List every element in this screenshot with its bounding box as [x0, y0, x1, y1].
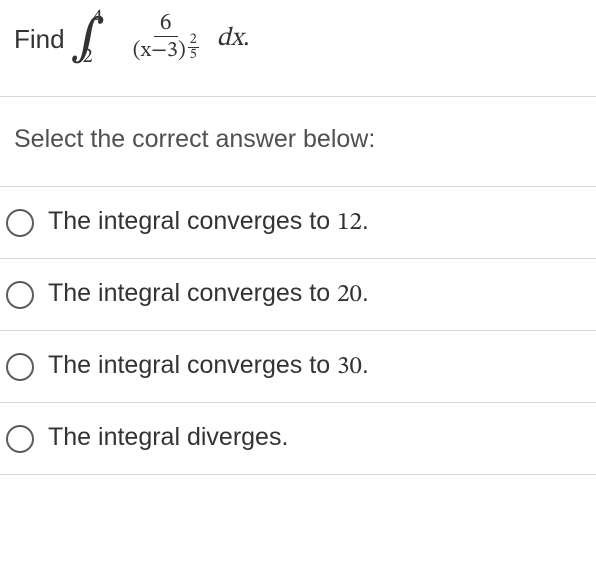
option-text-suffix: .: [362, 207, 369, 235]
option-number: 12: [337, 210, 362, 235]
options-list: The integral converges to 12. The integr…: [0, 186, 596, 475]
option-text-suffix: .: [362, 351, 369, 379]
differential: dx: [217, 23, 243, 56]
option-number: 20: [337, 282, 362, 307]
stem-prefix: Find: [14, 24, 65, 55]
option-row[interactable]: The integral converges to 12.: [0, 186, 596, 258]
option-text-prefix: The integral converges to: [48, 207, 337, 235]
integral-upper-bound: 4: [93, 6, 103, 31]
integrand-numerator: 6: [154, 10, 178, 37]
denom-exponent: 2 5: [188, 33, 199, 62]
option-label: The integral converges to 12.: [48, 207, 369, 238]
denom-base-text: (x−3): [133, 39, 186, 63]
option-text-prefix: The integral converges to: [48, 351, 337, 379]
integrand-fraction: 6 (x−3) 2 5: [127, 10, 205, 68]
option-row[interactable]: The integral converges to 20.: [0, 258, 596, 330]
integral-sign: ∫ 4 2: [71, 14, 105, 64]
option-row[interactable]: The integral diverges.: [0, 402, 596, 475]
option-text-prefix: The integral converges to: [48, 279, 337, 307]
denom-exp-den: 5: [188, 48, 199, 62]
option-text-prefix: The integral diverges.: [48, 423, 288, 451]
integral-lower-bound: 2: [83, 45, 93, 70]
radio-icon[interactable]: [6, 353, 34, 381]
question-stem: Find ∫ 4 2 6 (x−3) 2 5 dx .: [0, 0, 596, 96]
option-row[interactable]: The integral converges to 30.: [0, 330, 596, 402]
stem-punct: .: [243, 23, 249, 56]
option-text-suffix: .: [362, 279, 369, 307]
option-label: The integral converges to 30.: [48, 351, 369, 382]
radio-icon[interactable]: [6, 281, 34, 309]
option-label: The integral diverges.: [48, 423, 288, 454]
integrand-denominator: (x−3) 2 5: [127, 37, 205, 68]
radio-icon[interactable]: [6, 425, 34, 453]
radio-icon[interactable]: [6, 209, 34, 237]
option-number: 30: [337, 354, 362, 379]
answer-prompt: Select the correct answer below:: [0, 97, 596, 186]
option-label: The integral converges to 20.: [48, 279, 369, 310]
denom-exp-num: 2: [188, 33, 199, 48]
